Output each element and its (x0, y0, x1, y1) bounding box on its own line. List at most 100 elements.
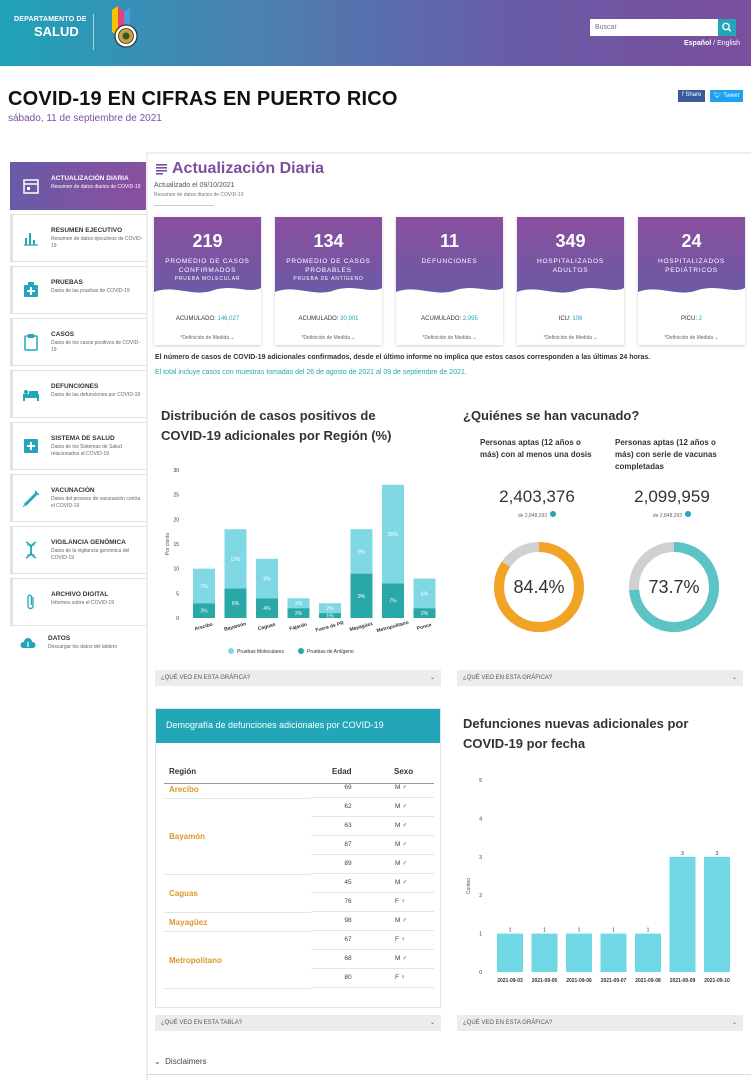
y-tick-label: 20 (173, 517, 179, 523)
bar-molecular[interactable] (224, 529, 247, 589)
sex-value: M (395, 822, 401, 829)
region-divider (164, 798, 311, 799)
bar[interactable] (669, 856, 696, 972)
deaths-chart-expander[interactable]: ¿QUÉ VEO EN ESTA GRÁFICA? ⌄ (457, 1015, 743, 1031)
bar-antigen[interactable] (193, 603, 215, 618)
sidebar-item-desc: Informes sobre el COVID-19 (51, 600, 115, 606)
sidebar-item-defunciones[interactable]: DEFUNCIONES Datos de las defunciones por… (10, 370, 147, 418)
column-header-age: Edad (332, 767, 352, 776)
measure-definition-toggle[interactable]: *Definición de Medida ⌄ (638, 335, 745, 341)
sex-cell: M ♂ (395, 841, 407, 848)
sex-value: M (395, 860, 401, 867)
sidebar-item-casos[interactable]: CASOS Datos de los casos positivos de CO… (10, 318, 147, 366)
measure-definition-toggle[interactable]: *Definición de Medida ⌄ (396, 335, 503, 341)
sidebar-item-vigilancia-genomica[interactable]: VIGILANCIA GENÓMICA Datos de la vigilanc… (10, 526, 147, 574)
table-row: 68 M ♂ (311, 950, 434, 969)
salud-label: SALUD (34, 24, 79, 39)
bar-antigen[interactable] (319, 613, 341, 618)
x-tick-label: Fuera de PR (315, 620, 345, 633)
measure-definition-toggle[interactable]: *Definición de Medida ⌄ (154, 335, 261, 341)
legend-label: Pruebas de Antígeno (307, 649, 354, 655)
sidebar-item-pruebas[interactable]: PRUEBAS Datos de las pruebas de COVID-19 (10, 266, 147, 314)
stat-value: 24 (681, 231, 702, 251)
wave-decoration (154, 288, 261, 297)
table-expander[interactable]: ¿QUÉ VEO EN ESTA TABLA? ⌄ (155, 1015, 441, 1031)
sidebar-item-vacunacion[interactable]: VACUNACIÓN Datos del proceso de vacunaci… (10, 474, 147, 522)
deaths-bar-chart: 0 1 2 3 4 5 Conteo 1 2021-09-03 1 2021-09-05 1 2021-… (466, 778, 730, 984)
vaccine-total-label: de 2,848,293 (517, 513, 548, 519)
data-label-molecular: 12% (230, 557, 241, 563)
chevron-down-icon: ⌄ (731, 675, 737, 681)
deaths-demographics-table: Demografía de defunciones adicionales po… (155, 708, 441, 1008)
twitter-share-button[interactable]: 🐦︎ Tweet (710, 90, 744, 102)
definition-label: *Definición de Medida (664, 335, 714, 341)
sidebar-item-desc: Datos de la vigilancia genómica del COVI… (51, 548, 130, 561)
bar-molecular[interactable] (350, 529, 373, 574)
bar-molecular[interactable] (319, 603, 341, 614)
info-icon[interactable] (685, 511, 692, 517)
bar-antigen[interactable] (287, 608, 310, 618)
bar-antigen[interactable] (382, 583, 404, 618)
table-row: 80 F ♀ (311, 969, 434, 988)
vaccine-percent: 84.4% (513, 577, 565, 597)
test-kit-icon (23, 281, 39, 299)
bar-molecular[interactable] (382, 484, 404, 584)
vaccine-box-heading: Personas aptas (12 años o más) con serie… (615, 438, 717, 471)
bar[interactable] (704, 856, 730, 972)
sidebar-item-resumen-ejecutivo[interactable]: RESUMEN EJECUTIVO Resumen de datos ejecu… (10, 214, 147, 262)
y-tick-label: 0 (479, 970, 482, 976)
sex-value: M (395, 955, 401, 962)
bar-molecular[interactable] (287, 598, 310, 609)
sidebar-item-desc: Resumen de datos ejecutivos de COVID-19 (51, 236, 143, 249)
bar[interactable] (566, 933, 592, 972)
search-button[interactable] (718, 19, 736, 36)
bar[interactable] (531, 933, 558, 972)
bar-antigen[interactable] (224, 588, 247, 618)
info-icon[interactable] (550, 511, 557, 517)
disclaimers-toggle[interactable]: ⌄ Disclaimers (154, 1057, 207, 1066)
facebook-share-button[interactable]: f Share (678, 90, 706, 102)
data-label-molecular: 8% (263, 577, 271, 583)
sidebar-item-archivo-digital[interactable]: ARCHIVO DIGITAL Informes sobre el COVID-… (10, 578, 147, 626)
bar[interactable] (600, 933, 627, 972)
lang-spanish-link[interactable]: Español (684, 40, 712, 47)
region-chart-title: Distribución de casos positivos de COVID… (161, 406, 391, 446)
search-input[interactable] (590, 19, 718, 36)
vaccine-donut-chart (629, 542, 719, 632)
stat-accumulated: ACUMULADO: 30,901 (275, 316, 382, 322)
x-tick-label: Metropolitano (376, 620, 409, 634)
lang-english-link[interactable]: English (717, 40, 741, 47)
stat-card-header: 24 HOSPITALIZADOS PEDIÁTRICOS (638, 217, 745, 297)
bar-antigen[interactable] (413, 608, 436, 618)
sidebar-item-sistema-de-salud[interactable]: SISTEMA DE SALUD Datos de los Sistemas d… (10, 422, 147, 470)
male-icon: ♂ (400, 917, 408, 924)
vaccine-chart-expander[interactable]: ¿QUÉ VEO EN ESTA GRÁFICA? ⌄ (457, 670, 743, 686)
measure-definition-toggle[interactable]: *Definición de Medida ⌄ (517, 335, 624, 341)
data-label-antigen: 6% (232, 601, 240, 607)
sidebar-item-datos[interactable]: DATOS Descargar los datos del tablero (10, 630, 147, 678)
data-label-antigen: 4% (263, 606, 271, 612)
expander-label: ¿QUÉ VEO EN ESTA GRÁFICA? (161, 675, 251, 681)
region-cell: Bayamón (169, 832, 206, 841)
region-chart-expander[interactable]: ¿QUÉ VEO EN ESTA GRÁFICA? ⌄ (155, 670, 441, 686)
bar-molecular[interactable] (193, 568, 215, 604)
bar-antigen[interactable] (256, 598, 278, 618)
stat-card-header: 349 HOSPITALIZADOS ADULTOS (517, 217, 624, 297)
vaccine-section-title: ¿Quiénes se han vacunado? (463, 408, 640, 423)
y-tick-label: 2 (479, 893, 482, 899)
legend-swatch (228, 648, 234, 654)
stat-label: PROMEDIO DE CASOS CONFIRMADOS (165, 258, 250, 274)
measure-definition-toggle[interactable]: *Definición de Medida ⌄ (275, 335, 382, 341)
bar[interactable] (497, 933, 523, 972)
vaccine-count: 2,099,959 (634, 487, 710, 506)
bar-molecular[interactable] (256, 558, 278, 599)
bar-molecular[interactable] (413, 578, 436, 609)
column-header-region: Región (169, 767, 197, 776)
sidebar-item-actualizacion-diaria[interactable]: ACTUALIZACIÓN DIARIA Resumen de datos di… (10, 162, 147, 210)
stat-card-header: 134 PROMEDIO DE CASOS PROBABLES PRUEBA DE … (275, 217, 382, 297)
department-logo[interactable]: DEPARTAMENTO DE SALUD (14, 16, 87, 39)
chevron-down-icon: ⌄ (592, 335, 598, 341)
y-tick-label: 5 (176, 591, 179, 597)
bar[interactable] (635, 933, 661, 972)
bar-antigen[interactable] (350, 573, 373, 618)
